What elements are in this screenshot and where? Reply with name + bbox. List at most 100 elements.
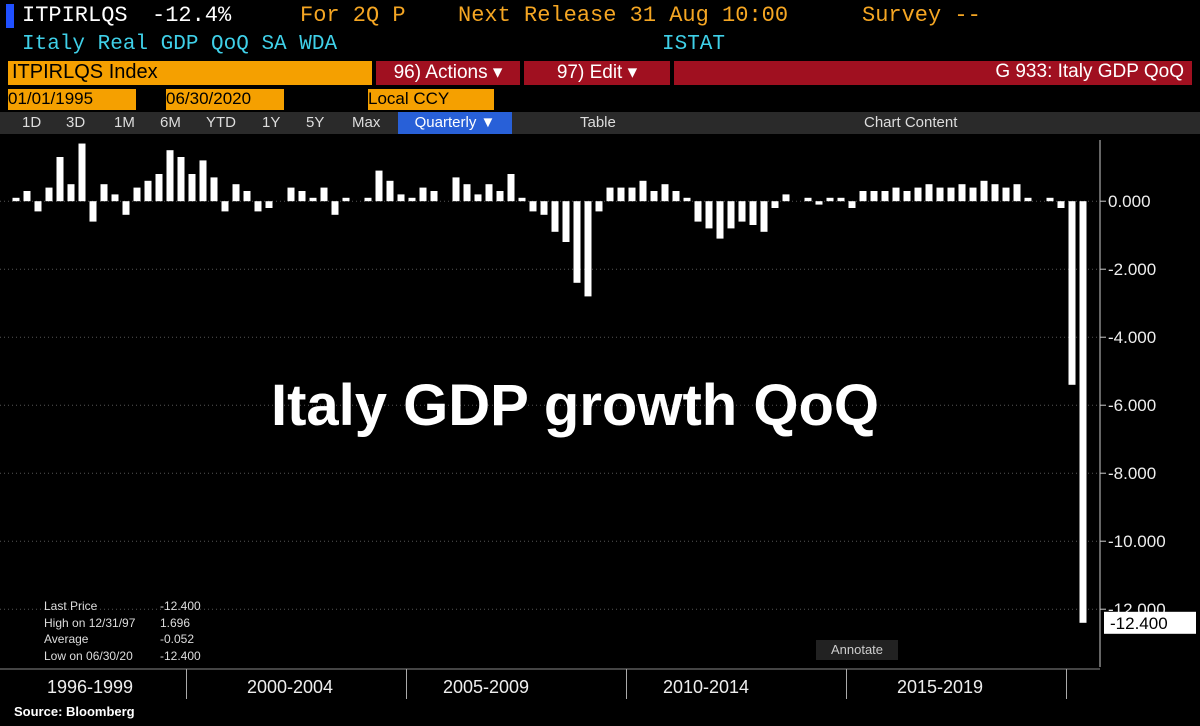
legend-row: High on 12/31/97 1.696 [18,615,218,632]
function: G 933: Italy GDP QoQ [674,61,1192,85]
x-axis-band [0,669,1200,699]
range-button[interactable]: 6M [160,114,181,131]
bar [738,201,746,222]
bar [991,184,999,202]
bar [67,184,75,202]
bar [606,187,614,202]
chart-title: Italy GDP growth QoQ [271,373,879,438]
bar [628,187,636,202]
bar [925,184,933,202]
bar [210,177,218,202]
edit-button[interactable]: 97) Edit ▾ [524,61,670,85]
range-button[interactable]: 1D [22,114,42,131]
bar [232,184,240,202]
bar [78,143,86,202]
start-date[interactable]: 01/01/1995 [8,89,136,110]
bar [826,197,834,202]
bar [287,187,295,202]
bar [1068,201,1076,385]
actions-button[interactable]: 96) Actions ▾ [376,61,520,85]
bar [1024,197,1032,202]
bar [617,187,625,202]
bar [760,201,768,232]
bar [122,201,130,215]
legend-label: Average [44,632,89,646]
legend-label: Last Price [44,599,98,613]
range-button[interactable]: Max [352,114,381,131]
bar [386,180,394,202]
legend-value: 1.696 [160,615,191,630]
bar [683,197,691,202]
bar [496,191,504,202]
end-date[interactable]: 06/30/2020 [166,89,284,110]
chart: 0.000 -2.000 -4.000 -6.000 -8.000 -10.000 -12.… [0,140,1200,699]
marker [6,4,14,28]
bar [804,197,812,202]
x-group-label: 2000-2004 [247,677,333,697]
bar [320,187,328,202]
x-group-label: 2015-2019 [897,677,983,697]
currency[interactable]: Local CCY [368,89,494,110]
bar [947,187,955,202]
bar [23,191,31,202]
bar [705,201,713,229]
bar [936,187,944,202]
bar [903,191,911,202]
bar [749,201,757,225]
bar [485,184,493,202]
bar [155,174,163,202]
bar [1013,184,1021,202]
bar [56,157,64,202]
bar [188,174,196,202]
legend-label: High on 12/31/97 [44,615,136,630]
bar [474,194,482,202]
bar [452,177,460,202]
bar [540,201,548,215]
chart-content[interactable]: Chart Content [864,114,958,131]
bar [694,201,702,222]
range-button[interactable]: YTD [206,114,236,131]
bar [529,201,537,212]
period: For 2Q P [300,3,406,28]
bar [221,201,229,212]
bar [914,187,922,202]
range-button[interactable]: 3D [66,114,86,131]
range-button[interactable]: 1M [114,114,135,131]
source: Source: Bloomberg [14,704,135,719]
table-button[interactable]: Table [580,114,616,131]
bar [870,191,878,202]
bar [1046,197,1054,202]
bar [1057,201,1065,208]
next-release: Next Release 31 Aug 10:00 [458,3,789,28]
bar [771,201,779,208]
range-button[interactable]: 1Y [262,114,281,131]
bar [397,194,405,202]
bar [144,180,152,202]
y-tick-label: -2.000 [1108,260,1156,279]
legend-label: Low on 06/30/20 [44,648,133,663]
bar [45,187,53,202]
last-value-box [1104,611,1196,634]
bar [595,201,603,212]
bar [408,197,416,202]
bar [716,201,724,239]
frequency[interactable]: Quarterly ▼ [398,112,512,134]
bar [100,184,108,202]
legend: Last Price -12.400 High on 12/31/97 1.696 Av… [18,598,218,664]
bar [342,197,350,202]
legend-row: Average -0.052 [18,631,218,648]
x-group-label: 2010-2014 [663,677,749,697]
legend-row: Low on 06/30/20 -12.400 [18,648,218,665]
y-tick-label: 0.000 [1108,192,1151,211]
bar [133,187,141,202]
bar [1002,187,1010,202]
annotate-button[interactable]: Annotate [816,640,898,660]
bar [375,170,383,202]
bar [199,160,207,202]
bar [364,197,372,202]
y-tick-label: -4.000 [1108,328,1156,347]
bar [980,180,988,202]
security: ITPIRLQS Index [12,61,158,83]
range-bar [0,112,1200,134]
range-button[interactable]: 5Y [306,114,325,131]
